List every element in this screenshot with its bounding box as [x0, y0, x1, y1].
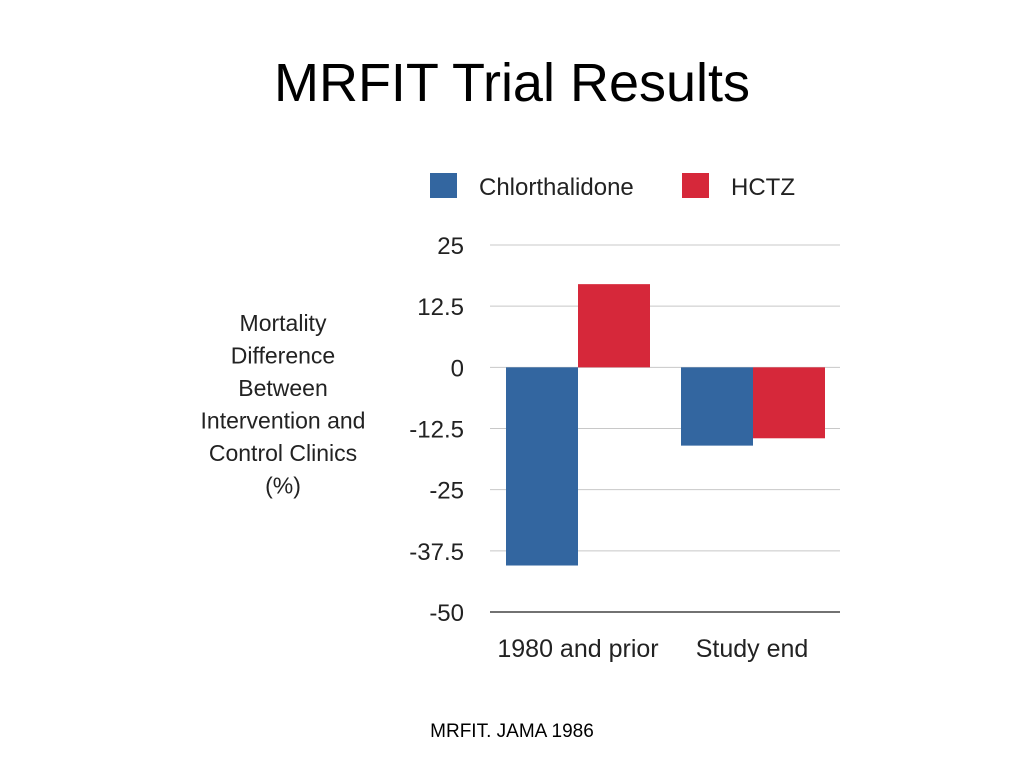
y-axis-label-line: Between [238, 375, 328, 401]
y-axis-label-line: Intervention and [201, 408, 366, 434]
y-tick-label: 25 [437, 233, 464, 260]
y-axis-label-line: Mortality [240, 310, 327, 336]
x-tick-label: 1980 and prior [497, 635, 658, 663]
bars [506, 284, 825, 566]
bar-hctz-1 [578, 284, 650, 368]
y-tick-labels: 25 12.5 0 -12.5 -25 -37.5 -50 [409, 233, 464, 627]
bar-chlorthalidone-2 [681, 367, 753, 446]
y-tick-label: 12.5 [417, 294, 464, 321]
legend-label-hctz: HCTZ [731, 174, 795, 201]
legend-label-chlorthalidone: Chlorthalidone [479, 174, 634, 201]
x-tick-label: Study end [696, 635, 809, 663]
y-axis-label-line: (%) [265, 473, 301, 499]
legend-swatch-hctz [682, 173, 709, 198]
y-tick-label: -37.5 [409, 539, 464, 566]
x-tick-labels: 1980 and prior Study end [497, 635, 808, 663]
y-tick-label: 0 [451, 355, 464, 382]
source-citation: MRFIT. JAMA 1986 [430, 721, 594, 742]
y-axis-label-line: Control Clinics [209, 440, 357, 466]
legend: Chlorthalidone HCTZ [430, 173, 795, 201]
y-tick-label: -12.5 [409, 417, 464, 444]
y-tick-label: -50 [429, 600, 464, 627]
y-axis-label-line: Difference [231, 343, 335, 369]
y-tick-label: -25 [429, 478, 464, 505]
bar-hctz-2 [753, 367, 825, 439]
bar-chlorthalidone-1 [506, 367, 578, 566]
slide-title: MRFIT Trial Results [273, 53, 751, 113]
legend-swatch-chlorthalidone [430, 173, 457, 198]
y-axis-label: Mortality Difference Between Intervention a… [201, 310, 366, 499]
